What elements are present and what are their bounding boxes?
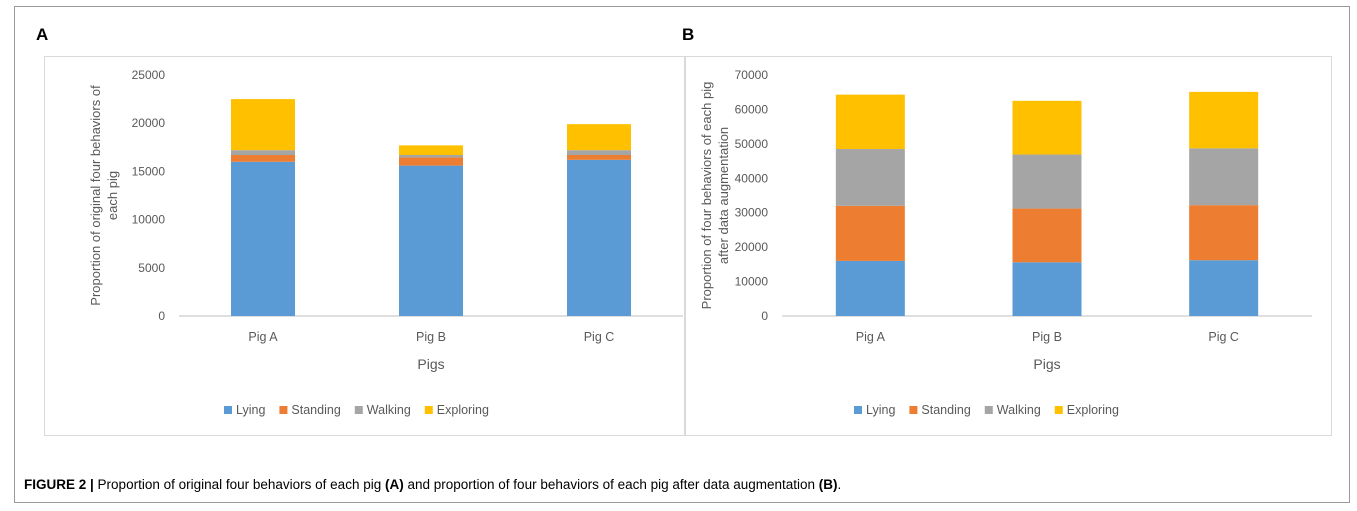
bar-lying-pig-c (1189, 260, 1259, 316)
x-tick-label: Pig A (856, 330, 886, 344)
y-tick-label: 15000 (132, 164, 166, 178)
bar-exploring-pig-b (1012, 100, 1082, 155)
bar-walking-pig-b (399, 155, 463, 158)
bar-walking-pig-a (231, 150, 295, 156)
x-tick-label: Pig A (248, 330, 278, 344)
legend-swatch-standing (909, 406, 918, 414)
bar-standing-pig-a (231, 155, 295, 162)
y-tick-label: 30000 (735, 206, 769, 220)
legend-swatch-standing (279, 406, 288, 414)
y-axis-title-line: Proportion of four behaviors of each pig (699, 82, 714, 310)
y-tick-label: 25000 (132, 68, 166, 82)
chart-panel-a: 0 5000 10000 15000 20000 25000 Pig A Pig B Pig C… (44, 56, 685, 436)
legend-label-standing: Standing (921, 403, 970, 417)
y-tick-label: 20000 (132, 116, 166, 130)
bar-exploring-pig-a (835, 94, 905, 150)
bar-standing-pig-c (1189, 205, 1259, 261)
figure-caption: FIGURE 2 | Proportion of original four b… (24, 477, 841, 492)
x-tick-label: Pig C (584, 330, 615, 344)
bar-walking-pig-a (835, 149, 905, 206)
caption-text-3: . (837, 477, 842, 492)
y-tick-label: 20000 (735, 240, 769, 254)
x-tick-label: Pig B (1032, 330, 1062, 344)
y-axis-title-line: after data augmentation (716, 127, 731, 264)
bar-lying-pig-b (1012, 262, 1082, 316)
bar-walking-pig-b (1012, 154, 1082, 209)
y-tick-label: 70000 (735, 68, 769, 82)
chart-b-svg: 0 10000 20000 30000 40000 50000 60000 70000 Pig … (699, 68, 1312, 417)
y-tick-label: 10000 (735, 275, 769, 289)
legend-label-exploring: Exploring (1067, 403, 1119, 417)
bar-exploring-pig-c (567, 124, 631, 151)
y-axis-title-line: Proportion of original four behaviors of (88, 85, 103, 306)
caption-text-2: and proportion of four behaviors of each… (403, 477, 819, 492)
chart-a-svg: 0 5000 10000 15000 20000 25000 Pig A Pig B Pig C… (88, 68, 683, 417)
bar-lying-pig-b (399, 165, 463, 316)
legend-swatch-walking (984, 406, 993, 414)
legend-label-walking: Walking (997, 403, 1041, 417)
legend-swatch-walking (354, 406, 363, 414)
bar-walking-pig-c (567, 150, 631, 156)
legend-swatch-lying (854, 406, 862, 414)
x-axis-title: Pigs (417, 356, 444, 372)
legend-label-exploring: Exploring (437, 403, 489, 417)
legend-swatch-exploring (424, 406, 433, 414)
y-tick-label: 10000 (132, 213, 166, 227)
bar-standing-pig-b (399, 157, 463, 166)
caption-label: FIGURE 2 | (24, 477, 94, 492)
caption-ref-a: (A) (384, 477, 404, 492)
bar-standing-pig-c (567, 155, 631, 160)
panel-letter-b: B (682, 25, 695, 44)
bar-standing-pig-b (1012, 208, 1082, 263)
y-tick-label: 60000 (735, 102, 769, 116)
bar-lying-pig-a (231, 161, 295, 316)
chart-panel-b: 0 10000 20000 30000 40000 50000 60000 70000 Pig … (685, 56, 1332, 436)
legend-swatch-lying (224, 406, 232, 414)
bar-standing-pig-a (835, 205, 905, 261)
bar-lying-pig-a (835, 260, 905, 316)
bar-exploring-pig-c (1189, 91, 1259, 149)
panel-letter-a: A (36, 25, 49, 44)
caption-ref-b: (B) (818, 477, 838, 492)
legend-swatch-exploring (1054, 406, 1063, 414)
y-tick-label: 50000 (735, 137, 769, 151)
caption-text-1: Proportion of original four behaviors of… (93, 477, 385, 492)
bar-exploring-pig-b (399, 145, 463, 156)
y-tick-label: 5000 (138, 261, 165, 275)
y-axis-title-line: each pig (105, 171, 120, 220)
legend-label-standing: Standing (291, 403, 340, 417)
x-axis-title: Pigs (1033, 356, 1060, 372)
legend-label-walking: Walking (367, 403, 411, 417)
bar-lying-pig-c (567, 159, 631, 316)
legend-label-lying: Lying (866, 403, 895, 417)
bar-exploring-pig-a (231, 99, 295, 151)
x-tick-label: Pig B (416, 330, 446, 344)
y-tick-label: 40000 (735, 171, 769, 185)
legend-label-lying: Lying (236, 403, 265, 417)
y-tick-label: 0 (158, 309, 165, 323)
bar-walking-pig-c (1189, 148, 1259, 206)
x-tick-label: Pig C (1208, 330, 1239, 344)
y-tick-label: 0 (761, 309, 768, 323)
